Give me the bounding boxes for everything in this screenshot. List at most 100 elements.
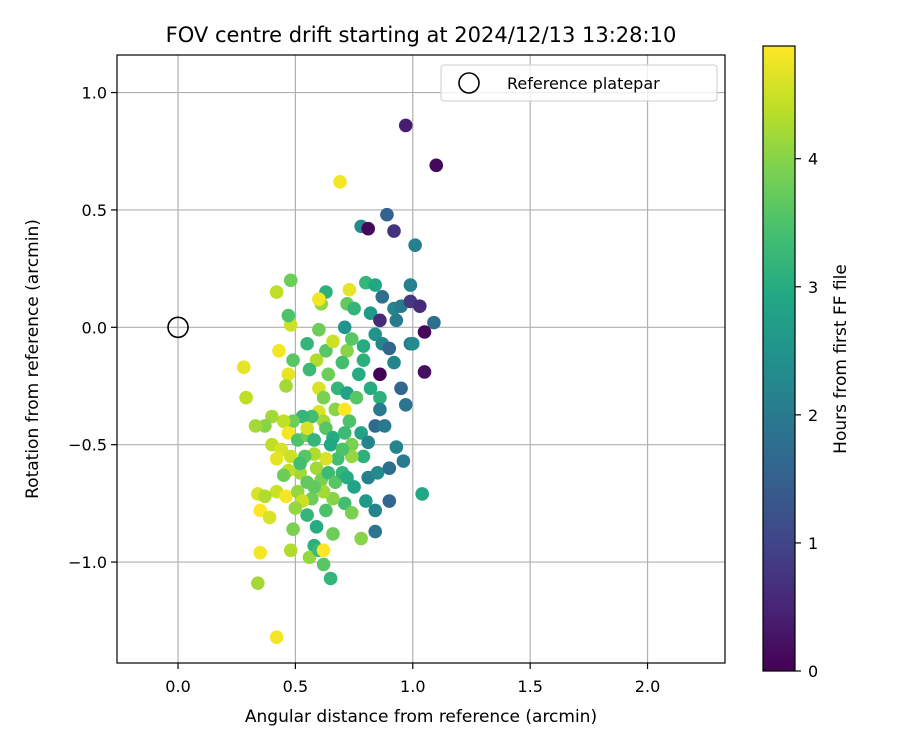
data-point bbox=[347, 301, 361, 316]
data-point bbox=[373, 402, 387, 417]
data-point bbox=[351, 367, 366, 382]
data-point bbox=[380, 207, 394, 222]
data-point bbox=[387, 355, 401, 370]
data-point bbox=[361, 221, 375, 236]
grid-lines bbox=[117, 55, 725, 663]
data-point bbox=[328, 475, 343, 490]
data-point bbox=[305, 409, 319, 424]
data-point bbox=[356, 339, 371, 353]
reference-point-marker bbox=[167, 316, 189, 339]
data-point bbox=[335, 442, 350, 457]
data-point bbox=[307, 433, 321, 447]
colorbar-tick-label: 0 bbox=[808, 662, 818, 681]
data-point bbox=[276, 414, 291, 429]
data-point bbox=[344, 449, 359, 464]
data-point bbox=[286, 353, 300, 367]
data-point bbox=[349, 390, 364, 405]
data-point bbox=[272, 343, 286, 358]
data-point bbox=[333, 174, 347, 189]
y-axis-ticks: 1.0 0.5 0.0 −0.5 −1.0 bbox=[68, 84, 117, 572]
data-point bbox=[323, 571, 338, 586]
data-point bbox=[382, 494, 397, 508]
data-point bbox=[323, 437, 338, 452]
data-point bbox=[405, 336, 420, 351]
legend: Reference platepar bbox=[440, 64, 718, 102]
data-point bbox=[373, 313, 387, 328]
data-point bbox=[375, 289, 390, 304]
data-point bbox=[316, 390, 331, 405]
data-point bbox=[281, 426, 296, 440]
data-point bbox=[337, 402, 352, 417]
colorbar: 0 1 2 3 4 Hours from first FF file bbox=[762, 45, 851, 681]
data-point bbox=[293, 456, 307, 471]
colorbar-frame bbox=[762, 45, 796, 672]
x-tick-label: 1.5 bbox=[517, 677, 542, 696]
data-point bbox=[251, 576, 265, 590]
data-point bbox=[269, 451, 284, 466]
y-tick-label: −1.0 bbox=[68, 553, 107, 572]
data-point bbox=[398, 397, 413, 412]
data-point bbox=[368, 327, 383, 342]
data-point bbox=[283, 449, 298, 464]
data-point bbox=[394, 381, 408, 396]
data-point bbox=[415, 487, 429, 501]
data-point bbox=[312, 292, 326, 306]
data-point bbox=[344, 505, 359, 520]
data-point bbox=[373, 390, 387, 405]
data-point bbox=[356, 353, 371, 367]
data-point bbox=[417, 365, 432, 379]
data-point bbox=[293, 466, 307, 480]
data-point bbox=[337, 426, 352, 440]
data-point bbox=[363, 381, 378, 396]
data-point bbox=[321, 367, 336, 382]
data-point bbox=[300, 336, 314, 351]
data-point bbox=[340, 343, 354, 358]
data-point bbox=[340, 470, 354, 485]
data-point bbox=[368, 524, 383, 539]
data-point bbox=[326, 334, 340, 349]
data-point bbox=[326, 527, 340, 541]
chart-title: FOV centre drift starting at 2024/12/13 … bbox=[166, 23, 677, 47]
data-point bbox=[319, 343, 333, 358]
data-point bbox=[368, 503, 383, 518]
data-point bbox=[307, 480, 321, 494]
data-point bbox=[319, 503, 333, 518]
y-tick-label: 0.0 bbox=[82, 318, 107, 337]
data-point bbox=[337, 496, 352, 511]
data-point bbox=[356, 449, 371, 464]
data-point bbox=[319, 421, 333, 436]
colorbar-tick-label: 4 bbox=[808, 150, 818, 169]
x-axis-ticks: 0.0 0.5 1.0 1.5 2.0 bbox=[165, 663, 660, 696]
data-point bbox=[408, 238, 422, 252]
data-point bbox=[286, 522, 300, 536]
colorbar-tick-label: 1 bbox=[808, 534, 818, 553]
data-point bbox=[398, 118, 413, 133]
data-point bbox=[363, 306, 378, 321]
data-point bbox=[279, 379, 293, 393]
data-point bbox=[236, 360, 251, 375]
data-point bbox=[413, 299, 427, 313]
data-point bbox=[370, 466, 385, 480]
data-point bbox=[382, 341, 397, 356]
data-point bbox=[281, 308, 296, 323]
y-tick-label: 1.0 bbox=[82, 84, 107, 103]
data-point bbox=[344, 332, 359, 346]
data-point bbox=[354, 426, 368, 440]
x-tick-label: 0.0 bbox=[165, 677, 190, 696]
data-point bbox=[269, 630, 284, 644]
data-point bbox=[368, 419, 383, 433]
data-point bbox=[373, 367, 387, 382]
data-point bbox=[300, 508, 314, 522]
data-point bbox=[288, 501, 303, 515]
data-point bbox=[326, 491, 340, 506]
data-point bbox=[309, 461, 324, 475]
data-point bbox=[389, 440, 404, 454]
data-point bbox=[347, 480, 361, 494]
data-point bbox=[382, 461, 397, 475]
x-tick-label: 0.5 bbox=[283, 677, 308, 696]
data-point bbox=[417, 325, 432, 339]
data-point bbox=[321, 466, 336, 480]
data-point bbox=[396, 454, 411, 468]
data-point bbox=[427, 315, 441, 330]
data-point bbox=[253, 545, 267, 560]
